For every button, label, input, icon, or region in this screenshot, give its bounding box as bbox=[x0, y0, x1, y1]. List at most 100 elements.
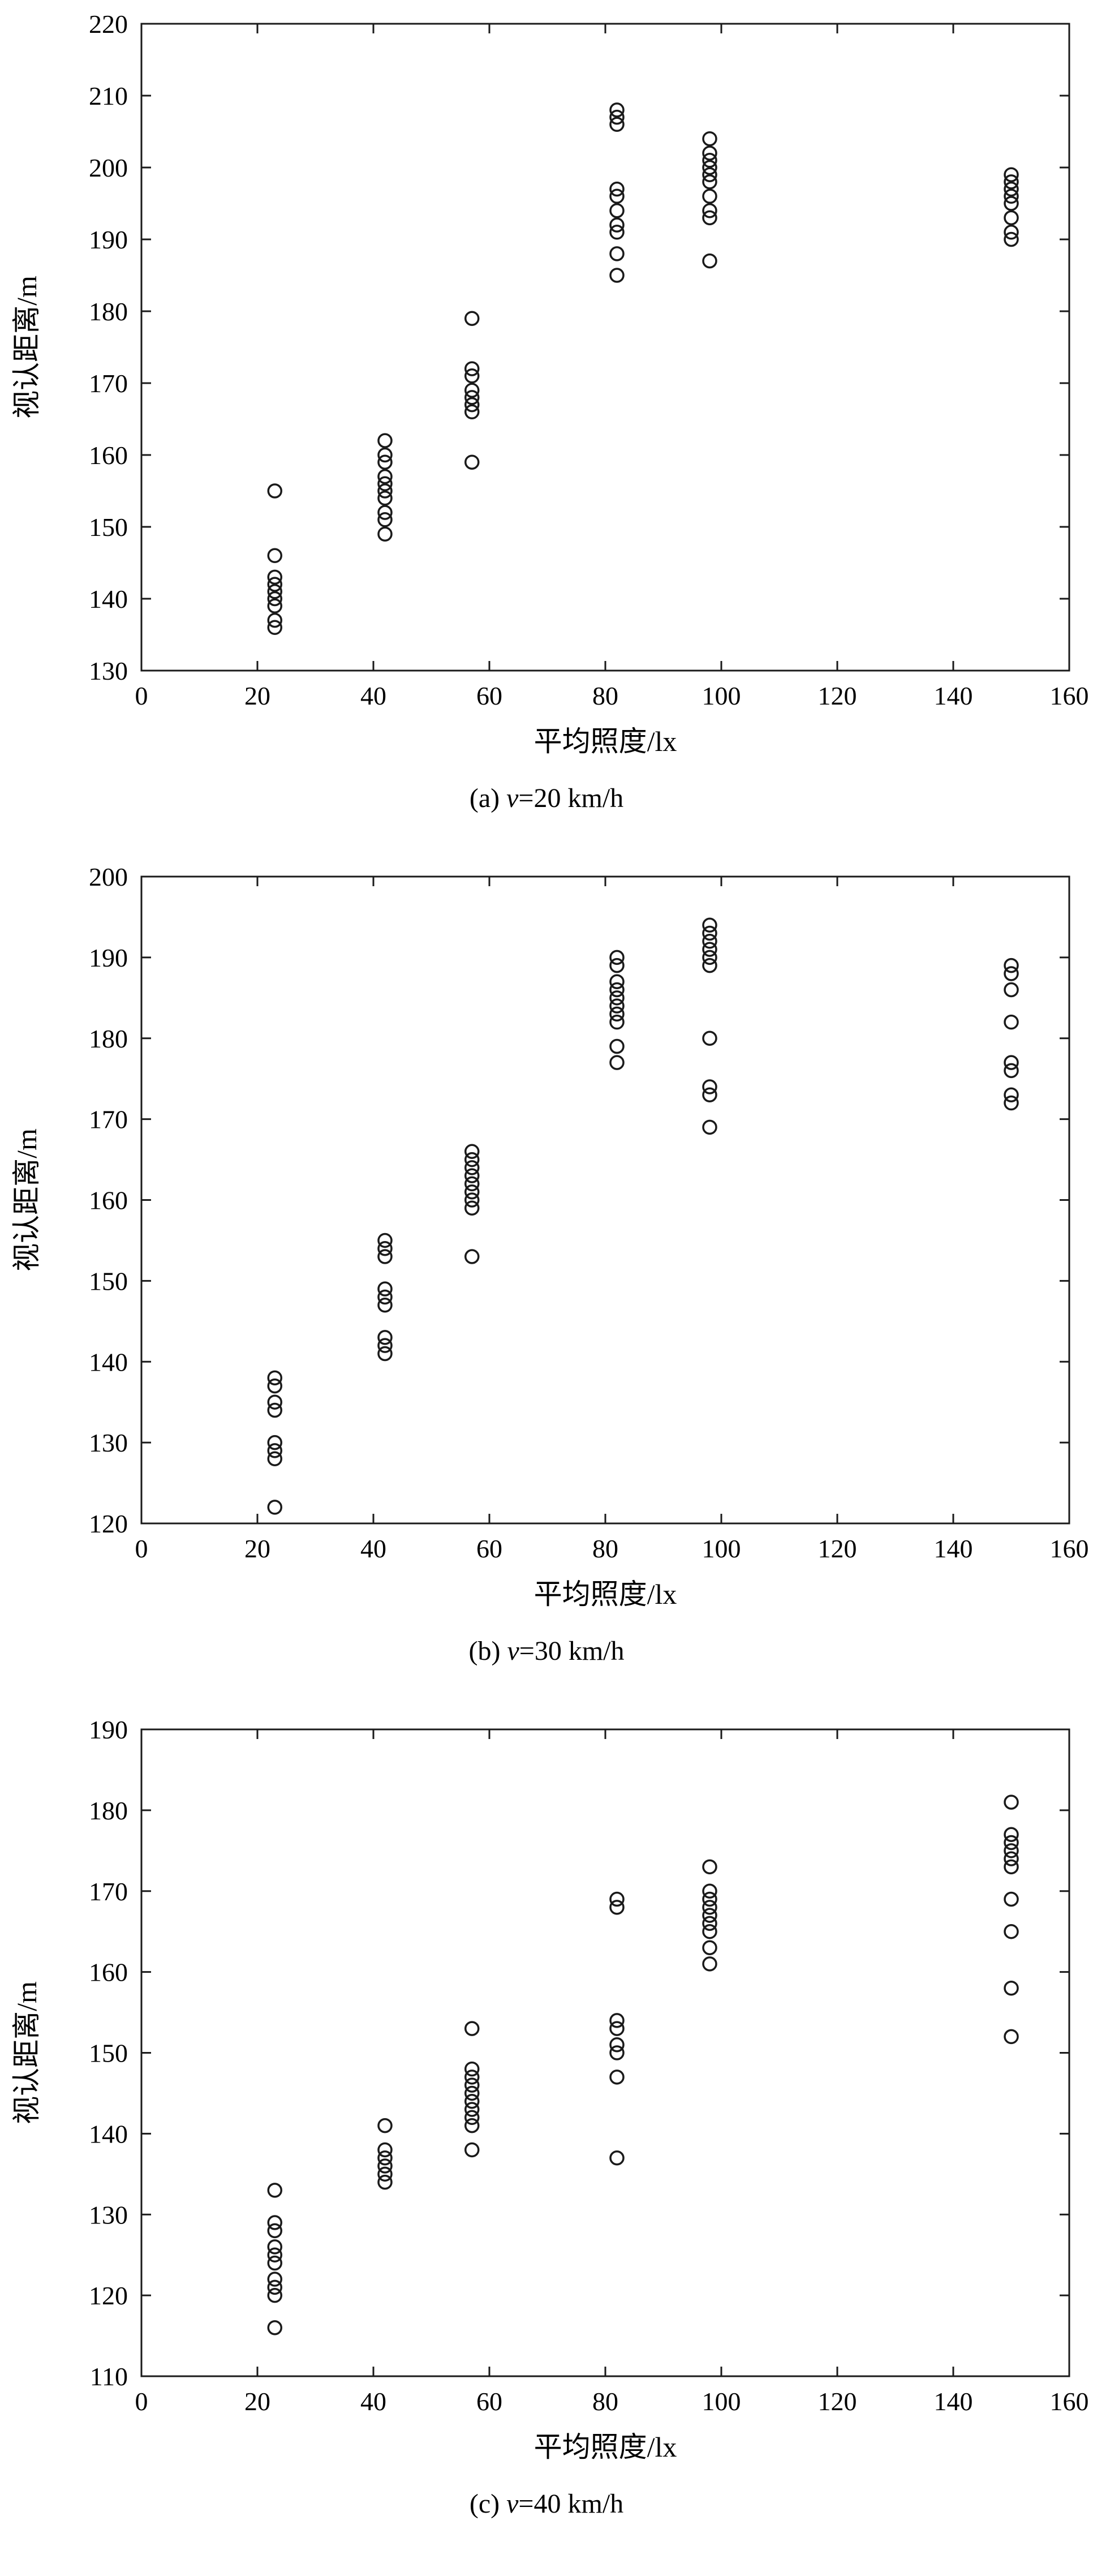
data-point-marker bbox=[609, 102, 625, 118]
y-tick-label: 180 bbox=[89, 297, 128, 326]
data-point-marker bbox=[702, 210, 717, 226]
x-tick-label: 120 bbox=[818, 2387, 857, 2416]
data-point-marker bbox=[377, 512, 393, 527]
data-point-marker bbox=[377, 2158, 393, 2174]
y-tick-label: 200 bbox=[89, 153, 128, 182]
data-point-marker bbox=[609, 188, 625, 204]
x-tick-label: 100 bbox=[702, 681, 741, 710]
data-point-marker bbox=[1004, 1924, 1019, 1939]
data-point-marker bbox=[1004, 1055, 1019, 1070]
data-point-marker bbox=[267, 1435, 282, 1450]
y-tick-label: 190 bbox=[89, 225, 128, 254]
y-tick-label: 150 bbox=[89, 513, 128, 542]
data-point-marker bbox=[464, 2021, 480, 2036]
data-point-marker bbox=[1004, 1980, 1019, 1996]
data-point-marker bbox=[464, 2061, 480, 2077]
y-tick-label: 180 bbox=[89, 1024, 128, 1053]
data-point-marker bbox=[267, 483, 282, 499]
data-point-marker bbox=[267, 2287, 282, 2303]
data-point-marker bbox=[267, 1443, 282, 1458]
data-point-marker bbox=[464, 2102, 480, 2117]
data-point-marker bbox=[1004, 1827, 1019, 1842]
x-tick-label: 80 bbox=[592, 2387, 618, 2416]
data-point-marker bbox=[702, 1119, 717, 1135]
data-point-marker bbox=[1004, 1063, 1019, 1079]
y-axis-label: 视认距离/m bbox=[11, 1981, 42, 2124]
data-point-marker bbox=[377, 1338, 393, 1353]
data-point-marker bbox=[267, 620, 282, 636]
figure-c-caption: (c) v=40 km/h bbox=[0, 2487, 1093, 2521]
data-point-marker bbox=[464, 2085, 480, 2101]
data-point-marker bbox=[464, 2077, 480, 2093]
data-point-marker bbox=[377, 1281, 393, 1296]
data-point-marker bbox=[609, 974, 625, 989]
data-point-marker bbox=[702, 1087, 717, 1103]
x-tick-label: 160 bbox=[1050, 1534, 1089, 1563]
data-point-marker bbox=[267, 2247, 282, 2262]
data-point-marker bbox=[609, 1900, 625, 1915]
data-point-marker bbox=[609, 225, 625, 240]
data-point-marker bbox=[464, 1144, 480, 1160]
data-point-marker bbox=[267, 2279, 282, 2295]
data-point-marker bbox=[267, 2215, 282, 2230]
data-point-marker bbox=[464, 2070, 480, 2085]
data-point-marker bbox=[267, 2255, 282, 2271]
data-point-marker bbox=[464, 311, 480, 326]
data-point-marker bbox=[377, 2118, 393, 2133]
figure-a-caption: (a) v=20 km/h bbox=[0, 782, 1093, 815]
data-point-marker bbox=[702, 1924, 717, 1939]
data-point-marker bbox=[464, 1152, 480, 1167]
data-point-marker bbox=[1004, 1835, 1019, 1851]
data-point-marker bbox=[377, 454, 393, 470]
data-point-marker bbox=[1004, 1851, 1019, 1866]
data-point-marker bbox=[377, 469, 393, 484]
data-point-marker bbox=[267, 2320, 282, 2335]
caption-rest: =30 km/h bbox=[519, 1636, 625, 1666]
y-tick-label: 110 bbox=[90, 2362, 128, 2391]
data-point-marker bbox=[1004, 1014, 1019, 1030]
data-point-marker bbox=[702, 934, 717, 949]
data-point-marker bbox=[609, 990, 625, 1006]
x-axis-label: 平均照度/lx bbox=[534, 2431, 677, 2463]
data-point-marker bbox=[267, 2223, 282, 2239]
data-point-marker bbox=[464, 1192, 480, 1208]
caption-prefix: (b) bbox=[468, 1636, 507, 1666]
data-point-marker bbox=[377, 476, 393, 492]
y-tick-label: 220 bbox=[89, 10, 128, 38]
data-point-marker bbox=[1004, 1095, 1019, 1111]
data-point-marker bbox=[267, 1394, 282, 1410]
data-point-marker bbox=[1004, 1891, 1019, 1907]
x-axis-label: 平均照度/lx bbox=[534, 1578, 677, 1610]
data-point-marker bbox=[267, 2272, 282, 2287]
data-point-marker bbox=[702, 203, 717, 218]
y-tick-label: 140 bbox=[89, 585, 128, 613]
data-point-marker bbox=[1004, 167, 1019, 182]
caption-variable: v bbox=[506, 2489, 519, 2519]
x-tick-label: 0 bbox=[135, 1534, 148, 1563]
data-point-marker bbox=[609, 958, 625, 973]
data-point-marker bbox=[377, 1330, 393, 1345]
data-point-marker bbox=[267, 584, 282, 599]
data-point-marker bbox=[609, 998, 625, 1014]
data-point-marker bbox=[609, 181, 625, 197]
data-point-marker bbox=[609, 109, 625, 125]
data-point-marker bbox=[1004, 196, 1019, 211]
data-point-marker bbox=[377, 483, 393, 499]
data-point-marker bbox=[702, 1859, 717, 1875]
data-point-marker bbox=[702, 1079, 717, 1094]
data-point-marker bbox=[702, 925, 717, 941]
data-point-marker bbox=[377, 447, 393, 463]
data-point-marker bbox=[267, 1451, 282, 1466]
data-point-marker bbox=[1004, 1794, 1019, 1810]
y-axis-label: 视认距离/m bbox=[11, 1128, 42, 1272]
y-tick-label: 160 bbox=[89, 1958, 128, 1987]
data-point-marker bbox=[464, 1184, 480, 1200]
caption-rest: =20 km/h bbox=[518, 783, 624, 813]
data-point-marker bbox=[464, 1168, 480, 1183]
y-tick-label: 180 bbox=[89, 1796, 128, 1825]
data-point-marker bbox=[377, 1249, 393, 1264]
x-tick-label: 40 bbox=[360, 1534, 386, 1563]
y-tick-label: 170 bbox=[89, 369, 128, 398]
data-point-marker bbox=[267, 598, 282, 613]
